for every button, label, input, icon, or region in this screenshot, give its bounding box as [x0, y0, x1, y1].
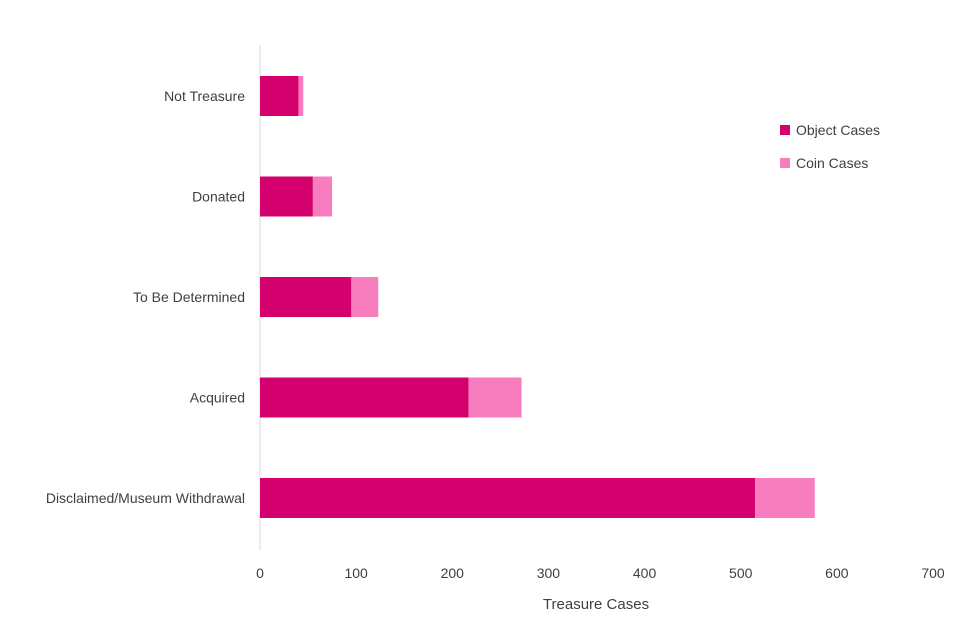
bar-coin-3: [468, 377, 522, 418]
legend-label-coin: Coin Cases: [796, 155, 868, 171]
x-tick-labels: 0 100 200 300 400 500 600 700: [256, 565, 945, 581]
bars-group: [260, 76, 815, 518]
bar-object-3: [260, 377, 469, 418]
x-tick-label: 300: [537, 565, 561, 581]
legend: Object Cases Coin Cases: [780, 122, 880, 171]
legend-label-object: Object Cases: [796, 122, 880, 138]
bar-object-4: [260, 478, 756, 518]
category-labels: Not Treasure Donated To Be Determined Acqui…: [46, 88, 245, 506]
legend-swatch-coin: [780, 158, 790, 168]
bar-coin-0: [298, 76, 304, 116]
category-label: Disclaimed/Museum Withdrawal: [46, 490, 245, 506]
bar-object-2: [260, 277, 352, 317]
category-label: Not Treasure: [164, 88, 245, 104]
x-tick-label: 700: [921, 565, 945, 581]
bar-coin-4: [755, 478, 815, 518]
x-tick-label: 400: [633, 565, 657, 581]
bar-object-0: [260, 76, 299, 116]
bar-coin-2: [351, 277, 379, 317]
x-tick-label: 500: [729, 565, 753, 581]
x-tick-label: 0: [256, 565, 264, 581]
bar-coin-1: [312, 176, 333, 217]
x-tick-label: 100: [344, 565, 368, 581]
legend-swatch-object: [780, 125, 790, 135]
x-axis-title: Treasure Cases: [543, 596, 649, 613]
x-tick-label: 200: [441, 565, 465, 581]
x-tick-label: 600: [825, 565, 849, 581]
category-label: Acquired: [190, 390, 245, 406]
bar-object-1: [260, 176, 313, 217]
category-label: To Be Determined: [133, 289, 245, 305]
category-label: Donated: [192, 189, 245, 205]
